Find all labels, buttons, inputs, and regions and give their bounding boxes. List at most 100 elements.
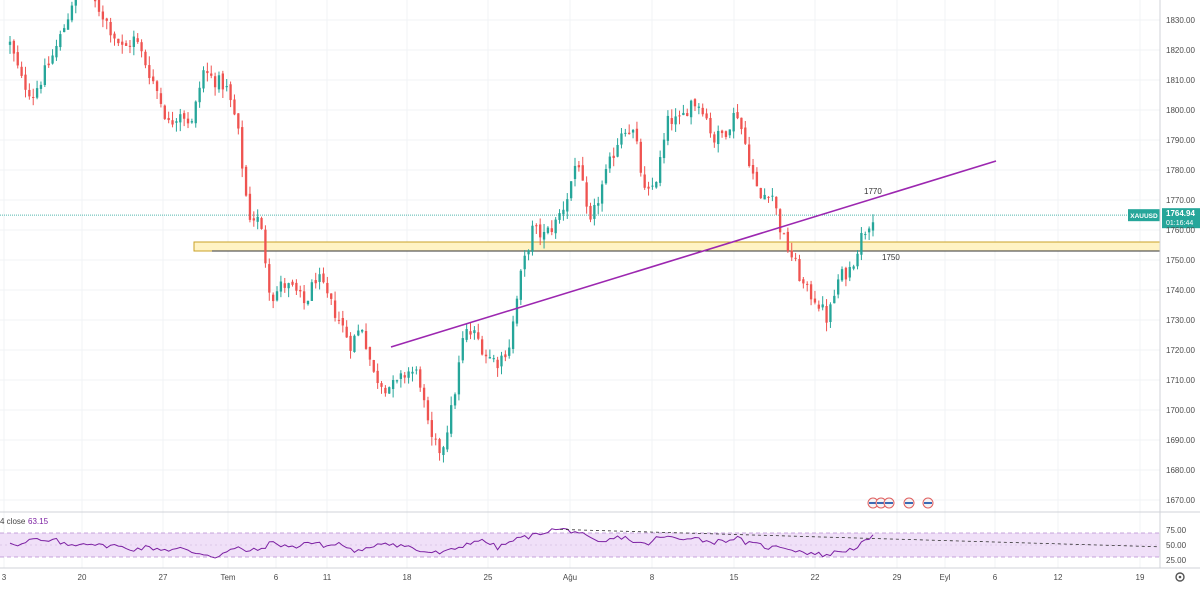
candle-body <box>306 300 310 305</box>
x-tick-label: 25 <box>484 573 493 582</box>
candle-body <box>806 283 809 285</box>
candle <box>848 261 851 282</box>
rsi-y-tick-label: 75.00 <box>1166 526 1187 535</box>
candle <box>813 290 817 305</box>
candle-body <box>384 387 387 394</box>
candle <box>306 300 310 306</box>
candle-body <box>333 300 337 318</box>
event-flag-icon[interactable] <box>922 497 934 509</box>
candle-body <box>709 117 712 134</box>
candle-body <box>213 76 217 88</box>
candle <box>608 152 612 173</box>
candle <box>283 277 286 293</box>
candle <box>527 249 530 261</box>
candle-body <box>782 233 786 235</box>
divergence-line[interactable] <box>559 529 1161 548</box>
candle-body <box>144 51 147 66</box>
candle <box>368 346 372 366</box>
candle <box>376 363 379 389</box>
candle-body <box>113 33 116 39</box>
x-tick-label: Eyl <box>939 573 950 582</box>
candle <box>415 366 418 375</box>
candle-body <box>539 224 542 238</box>
rsi-line <box>9 527 874 559</box>
candle <box>353 334 356 353</box>
candle <box>620 128 623 149</box>
candle-body <box>744 127 747 144</box>
candle-body <box>624 132 627 134</box>
candle <box>864 231 867 240</box>
y-tick-label: 1780.00 <box>1166 166 1195 175</box>
candle-body <box>47 63 50 66</box>
candle-body <box>604 169 608 184</box>
candle-body <box>802 279 805 284</box>
candle-body <box>674 116 677 125</box>
candle <box>384 385 387 397</box>
candle-body <box>740 117 743 130</box>
y-tick-label: 1680.00 <box>1166 466 1195 475</box>
candle-body <box>736 112 739 119</box>
candle <box>705 108 708 120</box>
rsi-y-tick-label: 25.00 <box>1166 556 1187 565</box>
candle-body <box>658 157 662 183</box>
candle-body <box>128 45 132 47</box>
candle <box>542 223 546 249</box>
candle <box>604 164 608 185</box>
candle <box>717 125 720 153</box>
candle-body <box>388 387 391 394</box>
candle <box>128 39 132 54</box>
candle-body <box>97 0 101 12</box>
candle-body <box>268 264 271 293</box>
candle <box>771 188 774 202</box>
candle-body <box>322 273 325 283</box>
candle <box>55 39 58 61</box>
candle-body <box>825 306 828 323</box>
candle-body <box>159 93 163 104</box>
candle <box>35 80 39 100</box>
y-tick-label: 1730.00 <box>1166 316 1195 325</box>
candle-body <box>682 112 685 116</box>
candle-body <box>221 73 225 90</box>
candle <box>302 285 306 310</box>
candle-body <box>302 291 306 304</box>
candle-body <box>43 65 46 86</box>
candle <box>314 272 317 289</box>
event-flag-icon[interactable] <box>903 497 915 509</box>
y-tick-label: 1820.00 <box>1166 46 1195 55</box>
y-tick-label: 1790.00 <box>1166 136 1195 145</box>
candle-body <box>426 400 430 421</box>
candle-body <box>63 28 66 33</box>
candle-body <box>353 335 356 352</box>
candle <box>225 79 228 92</box>
countdown-value: 01:16:44 <box>1166 220 1193 227</box>
candle-body <box>635 128 639 142</box>
trendline[interactable] <box>390 160 997 348</box>
candle-body <box>569 181 573 199</box>
candle <box>206 62 209 82</box>
candle-body <box>136 38 139 42</box>
candle <box>121 34 124 54</box>
candle-body <box>241 127 244 169</box>
candle <box>182 110 186 127</box>
gear-icon[interactable] <box>1175 572 1185 582</box>
candle <box>662 132 666 164</box>
candle <box>631 128 635 139</box>
candle-body <box>314 280 317 284</box>
candle-body <box>35 88 39 98</box>
candle <box>395 379 399 384</box>
candle <box>535 223 538 235</box>
candle <box>651 177 654 190</box>
support-zone[interactable] <box>193 241 1161 252</box>
candle <box>577 160 581 172</box>
last-price-value: 1764.94 <box>1166 209 1195 218</box>
candle-body <box>376 370 379 384</box>
candle <box>241 120 244 178</box>
candle-body <box>310 282 314 301</box>
candle <box>674 108 677 132</box>
candle <box>546 226 550 235</box>
candle <box>647 181 650 196</box>
event-flag-icon[interactable] <box>883 497 895 509</box>
candle-body <box>403 375 406 378</box>
candle <box>670 109 673 131</box>
